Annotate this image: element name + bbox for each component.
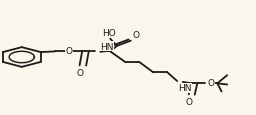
Text: O: O xyxy=(65,47,72,56)
Text: HN: HN xyxy=(100,42,113,51)
Polygon shape xyxy=(100,51,110,53)
Text: HO: HO xyxy=(102,28,116,37)
Text: O: O xyxy=(208,79,215,88)
Text: O: O xyxy=(132,30,139,39)
Text: O: O xyxy=(77,69,84,78)
Text: O: O xyxy=(185,97,192,106)
Text: HN: HN xyxy=(178,83,192,92)
